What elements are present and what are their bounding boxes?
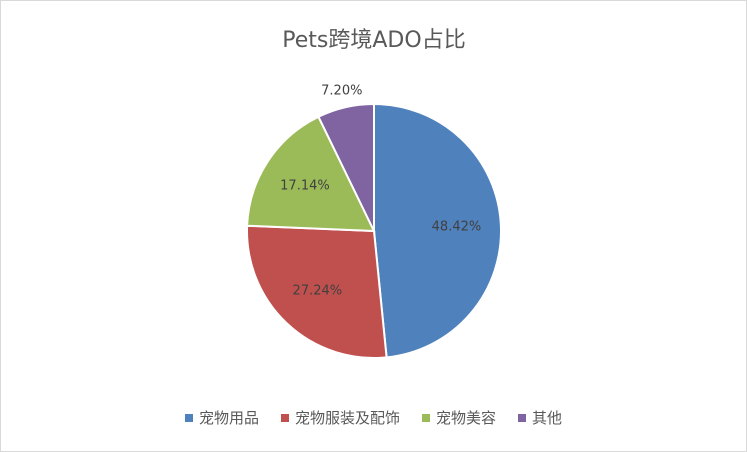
pie-slice xyxy=(317,102,375,232)
pie-slice xyxy=(246,115,376,233)
data-label: 17.14% xyxy=(280,178,330,193)
legend-swatch xyxy=(184,413,193,422)
legend-label: 其他 xyxy=(532,409,563,427)
data-label: 7.20% xyxy=(321,84,362,99)
legend-item: 宠物服装及配饰 xyxy=(280,407,400,428)
pie-slice xyxy=(246,224,388,359)
legend-label: 宠物美容 xyxy=(436,409,497,427)
legend-item: 宠物用品 xyxy=(184,407,259,428)
pie-slice xyxy=(373,102,502,359)
legend-swatch xyxy=(280,413,289,422)
legend-label: 宠物服装及配饰 xyxy=(294,409,400,427)
chart-title: Pets跨境ADO占比 xyxy=(282,28,465,53)
legend-item: 宠物美容 xyxy=(422,407,496,428)
data-label: 27.24% xyxy=(293,284,343,299)
legend-swatch xyxy=(422,413,430,422)
legend-item: 其他 xyxy=(518,407,562,428)
legend-swatch xyxy=(518,413,527,422)
legend: 宠物用品 宠物服装及配饰 宠物美容 其他 xyxy=(1,407,746,428)
data-label: 48.42% xyxy=(432,219,482,234)
legend-label: 宠物用品 xyxy=(198,409,259,427)
